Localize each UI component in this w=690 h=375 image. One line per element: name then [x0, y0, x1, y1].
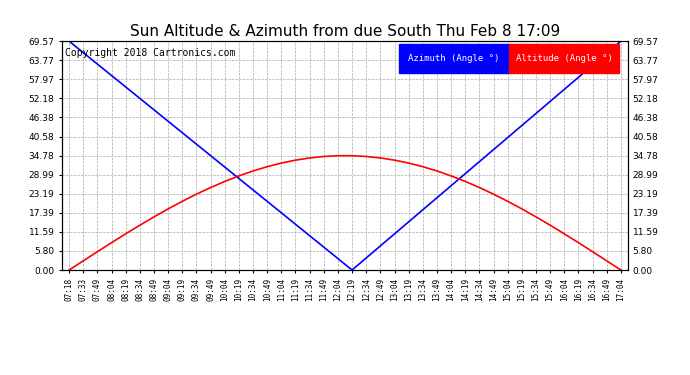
FancyBboxPatch shape — [399, 44, 509, 73]
Text: Azimuth (Angle °): Azimuth (Angle °) — [408, 54, 500, 63]
FancyBboxPatch shape — [509, 44, 620, 73]
Text: Altitude (Angle °): Altitude (Angle °) — [516, 54, 613, 63]
Title: Sun Altitude & Azimuth from due South Thu Feb 8 17:09: Sun Altitude & Azimuth from due South Th… — [130, 24, 560, 39]
Text: Copyright 2018 Cartronics.com: Copyright 2018 Cartronics.com — [65, 48, 235, 58]
